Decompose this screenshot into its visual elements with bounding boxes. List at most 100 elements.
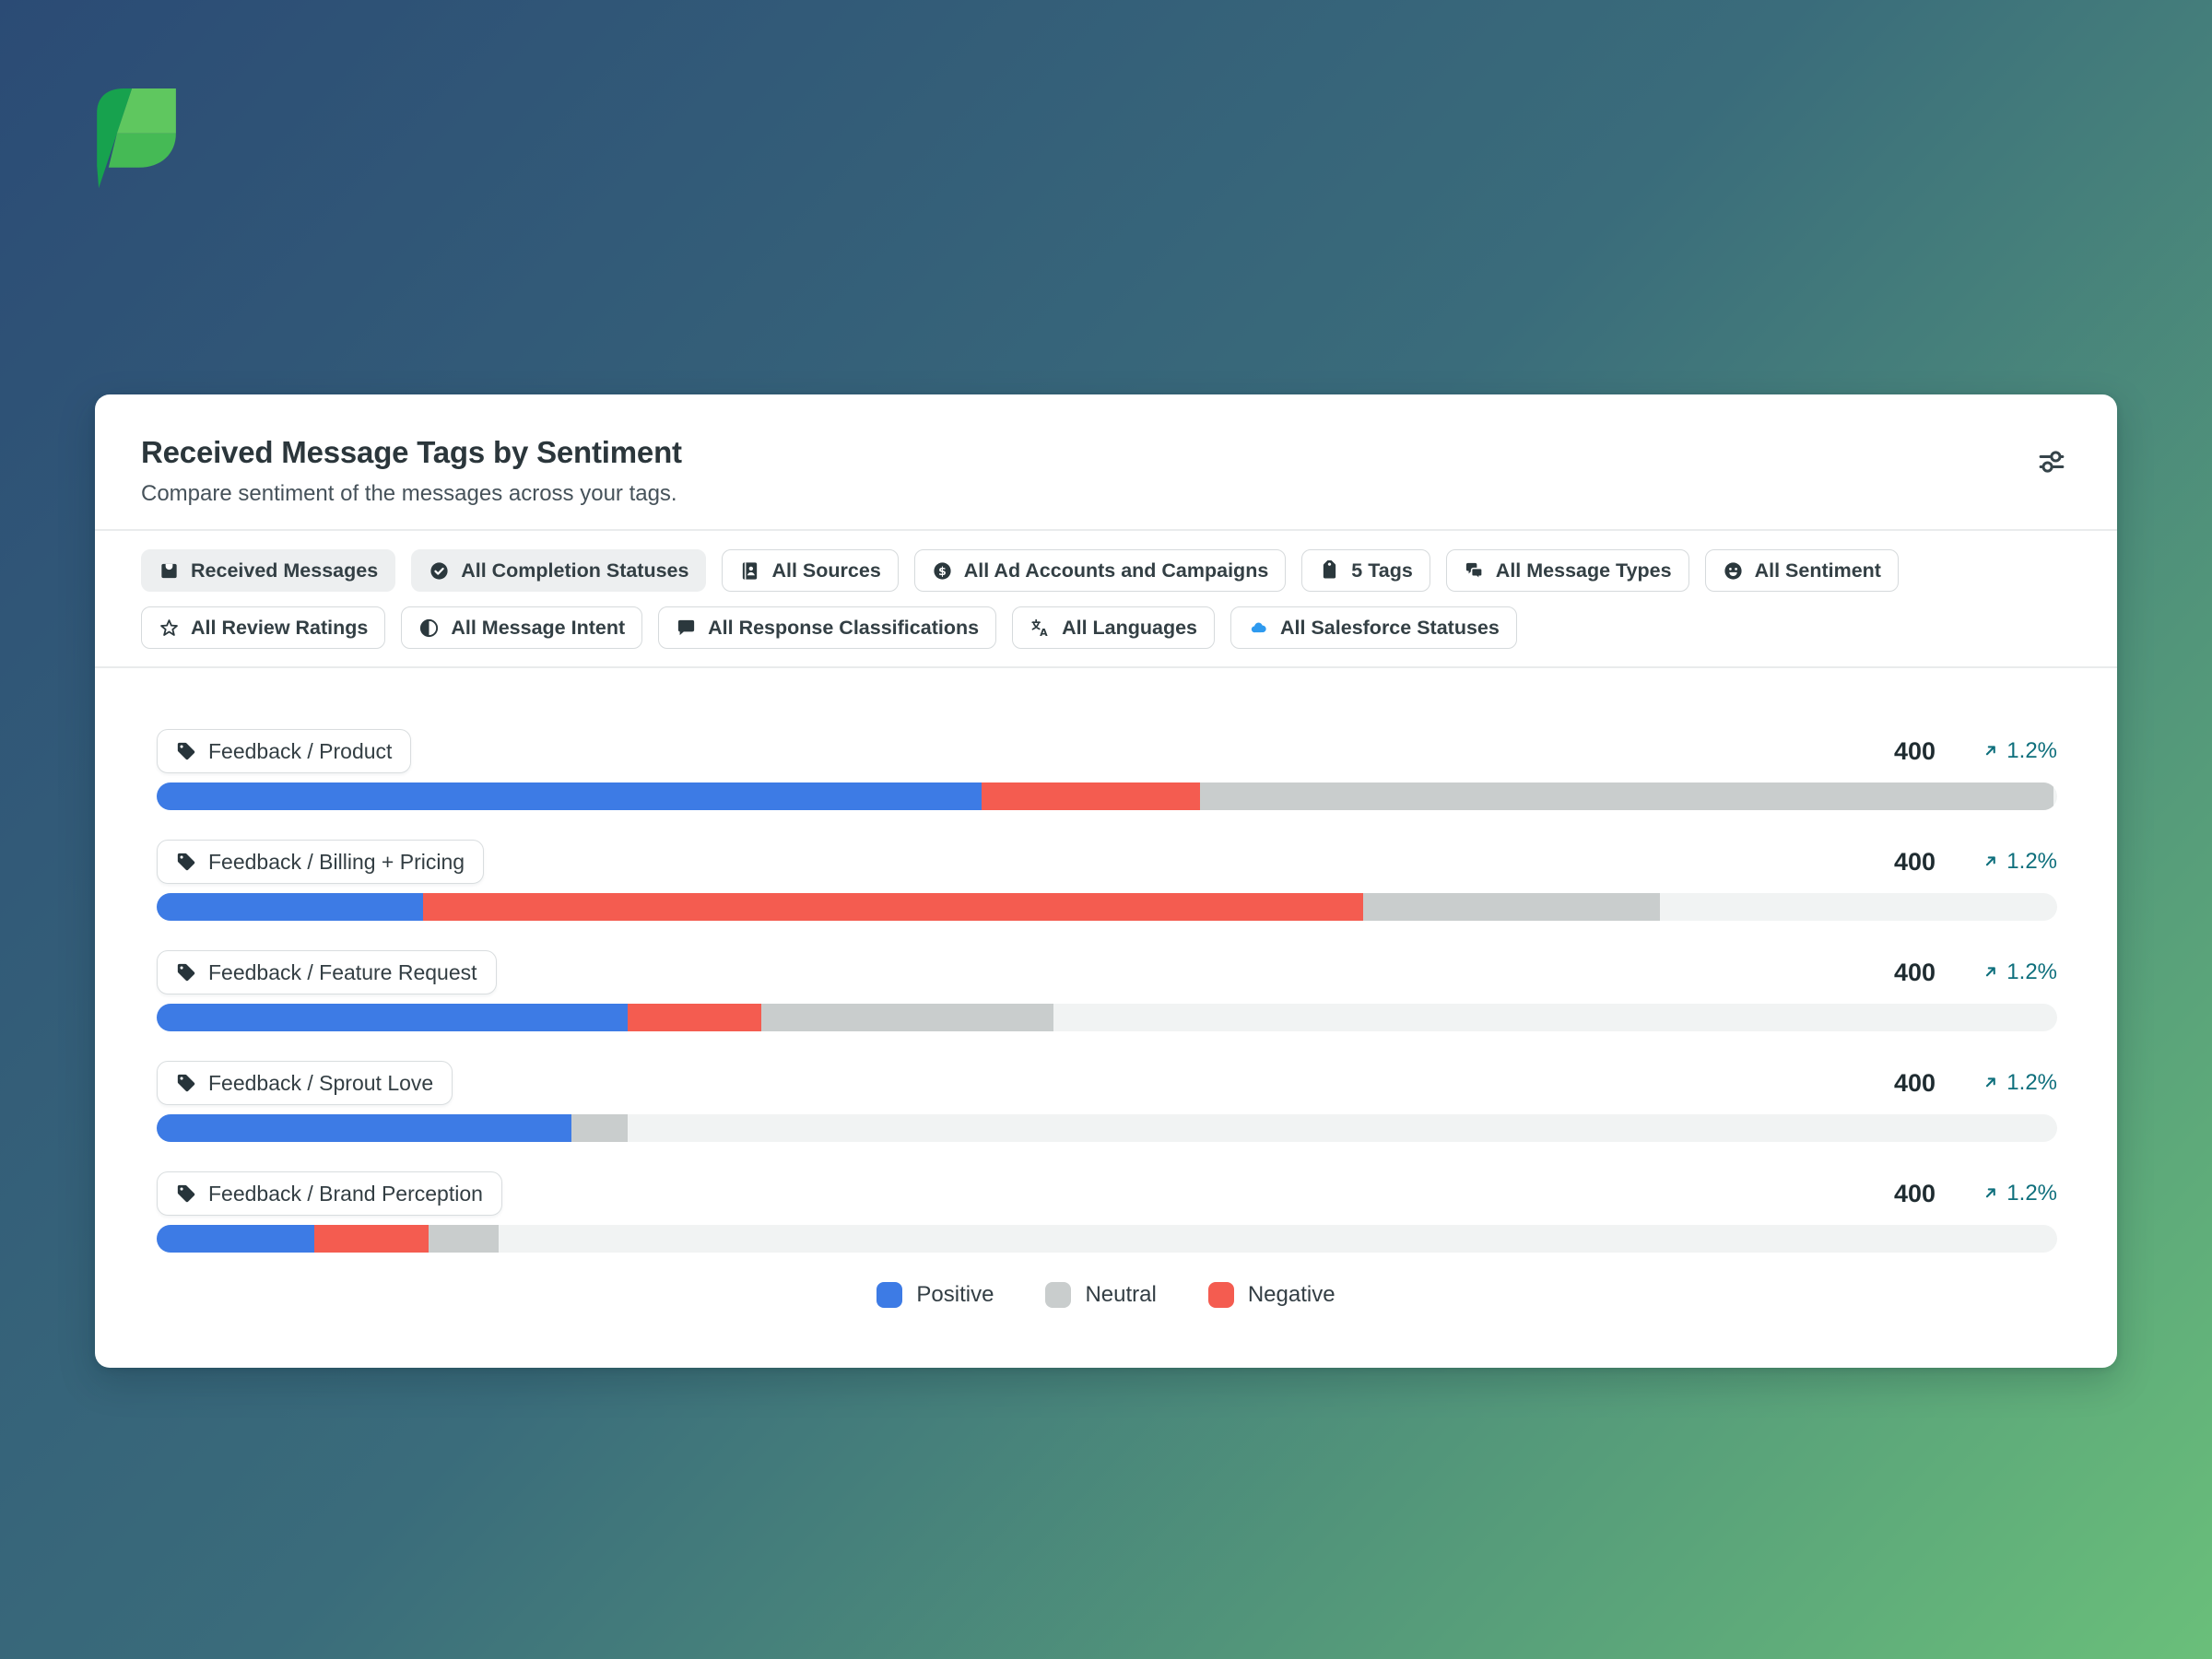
bar-segment-positive (157, 1004, 629, 1031)
chart-row-feedback-billing-pricing: Feedback / Billing + Pricing 400 1.2% (157, 840, 2057, 921)
row-total-value: 400 (1893, 1068, 1936, 1097)
bar-segment-negative (628, 1004, 761, 1031)
row-change-percent: 1.2% (1972, 1070, 2057, 1096)
filter-pill-all-message-intent[interactable]: All Message Intent (401, 606, 643, 649)
salesforce-cloud-icon (1248, 618, 1269, 639)
tag-label-icon (176, 1183, 196, 1204)
arrow-up-right-icon (1982, 741, 2002, 761)
chart-legend: Positive Neutral Negative (95, 1282, 2117, 1308)
chart-row-feedback-feature-request: Feedback / Feature Request 400 1.2% (157, 950, 2057, 1031)
filter-pill-all-languages[interactable]: A All Languages (1012, 606, 1216, 649)
stacked-bar (157, 1004, 2057, 1031)
filter-pill-label: All Response Classifications (708, 616, 980, 639)
tag-label-icon (176, 962, 196, 982)
legend-item-negative: Negative (1207, 1282, 1335, 1308)
stacked-bar (157, 782, 2057, 810)
header-text: Received Message Tags by Sentiment Compa… (141, 435, 682, 507)
bar-segment-negative (981, 782, 1201, 810)
legend-item-neutral: Neutral (1045, 1282, 1157, 1308)
chart-row-feedback-product: Feedback / Product 400 1.2% (157, 729, 2057, 810)
tag-label: Feedback / Product (208, 738, 393, 763)
row-total-value: 400 (1893, 958, 1936, 986)
chat-bubbles-icon (1464, 560, 1485, 582)
filter-row-2: All Review Ratings All Message Intent All … (141, 606, 2071, 649)
change-value: 1.2% (2006, 849, 2057, 874)
bar-segment-neutral (1200, 782, 2053, 810)
change-value: 1.2% (2006, 1070, 2057, 1095)
tag-label-icon (176, 852, 196, 872)
change-value: 1.2% (2006, 1181, 2057, 1206)
tag-pill-feedback-feature-request[interactable]: Feedback / Feature Request (157, 950, 497, 994)
legend-swatch (877, 1282, 903, 1308)
translate-icon: A (1030, 618, 1051, 639)
filter-pill-all-sentiment[interactable]: All Sentiment (1704, 549, 1899, 592)
filter-pill-received-messages[interactable]: Received Messages (141, 549, 396, 592)
row-total-value: 400 (1893, 1179, 1936, 1207)
chart-row-header: Feedback / Feature Request 400 1.2% (157, 950, 2057, 994)
filter-pill-all-review-ratings[interactable]: All Review Ratings (141, 606, 386, 649)
filter-pill-all-ad-accounts-and-campaigns[interactable]: $ All Ad Accounts and Campaigns (913, 549, 1287, 592)
filter-pill-all-salesforce-statuses[interactable]: All Salesforce Statuses (1230, 606, 1517, 649)
arrow-up-right-icon (1982, 1183, 2002, 1204)
filter-pill-5-tags[interactable]: 5 Tags (1301, 549, 1430, 592)
chart-row-header: Feedback / Sprout Love 400 1.2% (157, 1061, 2057, 1105)
bar-segment-negative (314, 1225, 429, 1253)
filter-pill-label: All Ad Accounts and Campaigns (963, 559, 1269, 582)
tag-label: Feedback / Sprout Love (208, 1070, 434, 1095)
stacked-bar (157, 1225, 2057, 1253)
chart-row-feedback-brand-perception: Feedback / Brand Perception 400 1.2% (157, 1171, 2057, 1253)
filter-pill-label: All Review Ratings (191, 616, 369, 639)
dollar-circle-icon: $ (932, 560, 953, 582)
filter-pill-all-sources[interactable]: All Sources (722, 549, 899, 592)
filter-pill-all-completion-statuses[interactable]: All Completion Statuses (411, 549, 707, 592)
legend-item-positive: Positive (877, 1282, 994, 1308)
filter-pill-all-message-types[interactable]: All Message Types (1445, 549, 1689, 592)
star-icon (159, 618, 180, 639)
sprout-leaf-logo (97, 88, 176, 189)
speech-bubble-icon (676, 618, 697, 639)
tag-label-icon (176, 741, 196, 761)
filter-row-1: Received Messages All Completion Statuses… (141, 549, 2071, 592)
tag-pill-feedback-sprout-love[interactable]: Feedback / Sprout Love (157, 1061, 453, 1105)
tag-pill-feedback-product[interactable]: Feedback / Product (157, 729, 412, 773)
tag-label: Feedback / Billing + Pricing (208, 849, 465, 874)
legend-label: Negative (1247, 1282, 1335, 1307)
filter-sliders-icon (2034, 444, 2069, 479)
filter-pill-label: All Salesforce Statuses (1280, 616, 1500, 639)
change-value: 1.2% (2006, 738, 2057, 763)
filter-pill-label: All Languages (1062, 616, 1198, 639)
row-total-value: 400 (1893, 847, 1936, 876)
row-change-percent: 1.2% (1972, 738, 2057, 764)
check-circle-icon (429, 560, 450, 582)
stacked-bar (157, 893, 2057, 921)
bar-segment-positive (157, 893, 423, 921)
legend-swatch (1045, 1282, 1072, 1308)
chart-row-header: Feedback / Product 400 1.2% (157, 729, 2057, 773)
filter-pill-label: All Message Intent (451, 616, 626, 639)
chart-row-feedback-sprout-love: Feedback / Sprout Love 400 1.2% (157, 1061, 2057, 1142)
bar-segment-positive (157, 1114, 571, 1142)
filter-pill-label: Received Messages (191, 559, 379, 582)
bar-segment-neutral (428, 1225, 500, 1253)
tag-pill-feedback-billing-pricing[interactable]: Feedback / Billing + Pricing (157, 840, 485, 884)
card-header: Received Message Tags by Sentiment Compa… (95, 394, 2117, 531)
row-change-percent: 1.2% (1972, 1181, 2057, 1206)
inbox-icon (159, 560, 180, 582)
tag-label: Feedback / Feature Request (208, 959, 477, 984)
bar-segment-positive (157, 782, 982, 810)
page-title: Received Message Tags by Sentiment (141, 435, 682, 469)
filter-pill-all-response-classifications[interactable]: All Response Classifications (658, 606, 997, 649)
stacked-bar (157, 1114, 2057, 1142)
legend-label: Neutral (1085, 1282, 1157, 1307)
widget-settings-button[interactable] (2029, 439, 2075, 485)
page-subtitle: Compare sentiment of the messages across… (141, 481, 677, 506)
chart-row-header: Feedback / Billing + Pricing 400 1.2% (157, 840, 2057, 884)
arrow-up-right-icon (1982, 1073, 2002, 1093)
bar-segment-neutral (1363, 893, 1661, 921)
tag-label: Feedback / Brand Perception (208, 1181, 483, 1206)
row-change-percent: 1.2% (1972, 959, 2057, 985)
tag-down-icon (1319, 559, 1340, 582)
filter-pill-label: All Sources (771, 559, 881, 582)
tag-pill-feedback-brand-perception[interactable]: Feedback / Brand Perception (157, 1171, 502, 1216)
